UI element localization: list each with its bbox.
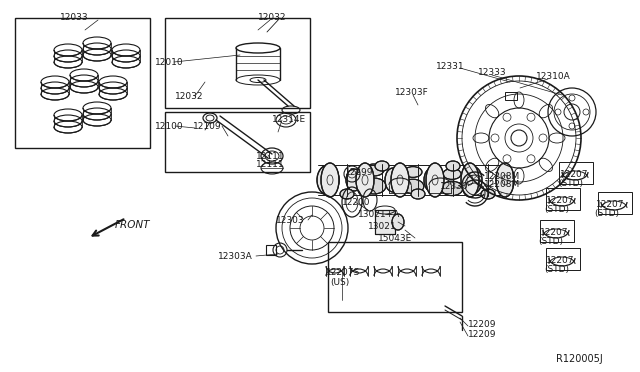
Bar (559, 162, 593, 184)
Bar (598, 192, 632, 214)
Text: 12032: 12032 (175, 92, 204, 101)
Text: 12207: 12207 (560, 170, 589, 179)
Text: 12303A: 12303A (218, 252, 253, 261)
Text: (US): (US) (330, 278, 349, 287)
Text: 12208M: 12208M (484, 172, 520, 181)
Text: (STD): (STD) (544, 205, 569, 214)
Ellipse shape (392, 214, 404, 230)
Text: 12303: 12303 (276, 216, 305, 225)
Ellipse shape (402, 179, 424, 193)
Ellipse shape (375, 161, 389, 171)
Text: 12299: 12299 (345, 168, 374, 177)
Ellipse shape (481, 189, 495, 199)
Ellipse shape (461, 163, 479, 197)
Text: 12208M: 12208M (484, 180, 520, 189)
Ellipse shape (441, 181, 463, 196)
Bar (165, 112, 310, 172)
Ellipse shape (404, 167, 422, 177)
Ellipse shape (356, 163, 374, 197)
Ellipse shape (446, 161, 460, 171)
Ellipse shape (496, 163, 514, 197)
Text: 12109: 12109 (193, 122, 221, 131)
Text: 12209: 12209 (468, 330, 497, 339)
Text: 12331: 12331 (436, 62, 465, 71)
Ellipse shape (424, 168, 440, 192)
Ellipse shape (346, 169, 362, 191)
Ellipse shape (321, 163, 339, 197)
Text: 12111: 12111 (256, 152, 285, 161)
Text: 12333: 12333 (478, 68, 507, 77)
Text: (STD): (STD) (538, 237, 563, 246)
Ellipse shape (426, 163, 444, 197)
Text: 12303F: 12303F (395, 88, 429, 97)
Text: 12207: 12207 (546, 196, 575, 205)
Bar (546, 188, 580, 210)
Text: 12033: 12033 (60, 13, 88, 22)
Bar (546, 248, 580, 270)
Bar (375, 210, 395, 234)
Text: 12207: 12207 (546, 256, 575, 265)
Bar (15, 18, 150, 148)
Ellipse shape (385, 168, 401, 192)
Text: 13021+A: 13021+A (358, 210, 400, 219)
Ellipse shape (411, 189, 425, 199)
Text: (STD): (STD) (594, 209, 619, 218)
Text: (STD): (STD) (558, 179, 583, 188)
Ellipse shape (340, 189, 354, 199)
Text: (STD): (STD) (544, 265, 569, 274)
Text: 12032: 12032 (258, 13, 287, 22)
Text: 12207S: 12207S (326, 268, 360, 277)
Text: 12330: 12330 (440, 182, 468, 191)
Text: 13021: 13021 (368, 222, 397, 231)
Text: FRONT: FRONT (115, 220, 150, 230)
Text: 12207: 12207 (596, 200, 625, 209)
Text: 12207: 12207 (540, 228, 568, 237)
Bar (375, 210, 395, 234)
Text: 12100: 12100 (155, 122, 184, 131)
Text: 12314E: 12314E (272, 115, 306, 124)
Ellipse shape (364, 164, 384, 176)
Ellipse shape (362, 178, 386, 194)
Bar (540, 220, 574, 242)
Ellipse shape (443, 169, 461, 179)
Bar (505, 92, 517, 100)
Bar (328, 242, 462, 312)
Text: 12200: 12200 (342, 198, 371, 207)
Text: R120005J: R120005J (556, 354, 603, 364)
Text: 12010: 12010 (155, 58, 184, 67)
Text: 12310A: 12310A (536, 72, 571, 81)
Ellipse shape (317, 165, 339, 195)
Text: 12111: 12111 (256, 160, 285, 169)
Ellipse shape (391, 163, 409, 197)
Ellipse shape (462, 166, 482, 194)
Text: 15043E: 15043E (378, 234, 412, 243)
Bar (266, 245, 276, 255)
Text: 12209: 12209 (468, 320, 497, 329)
Bar (165, 18, 310, 108)
